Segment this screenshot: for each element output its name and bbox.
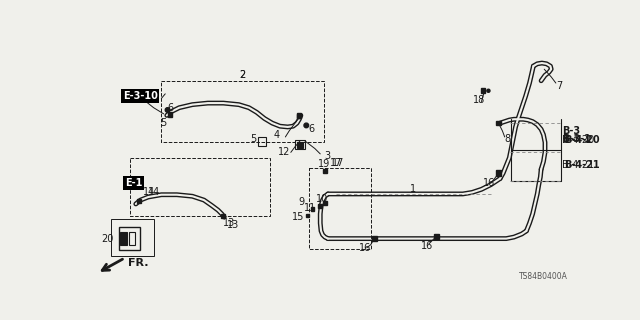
Text: 1: 1 [410,184,416,194]
Text: 4: 4 [274,131,280,140]
Bar [161,81,324,142]
Bar [131,158,270,215]
Text: 16: 16 [359,243,371,253]
Text: 11: 11 [304,203,316,213]
Text: 9: 9 [299,196,305,207]
Text: 18: 18 [473,95,485,105]
Text: 16: 16 [483,178,495,188]
Text: 5: 5 [161,118,167,128]
Bar [372,236,377,241]
Bar [496,171,501,176]
Text: 8: 8 [505,133,511,143]
Bar [496,121,501,125]
Bar [296,114,301,118]
Text: E-3-10: E-3-10 [123,91,157,101]
Text: 17: 17 [332,158,344,168]
Text: 15: 15 [292,212,305,222]
Circle shape [165,108,170,112]
Bar [307,214,309,217]
Text: 12: 12 [278,147,291,157]
Text: 13: 13 [227,220,239,230]
Text: 20: 20 [102,234,114,244]
Text: TS84B0400A: TS84B0400A [520,272,568,281]
Bar [168,112,172,117]
Text: 6: 6 [167,103,173,114]
Text: 14: 14 [147,188,160,197]
Text: 17: 17 [330,158,342,168]
Bar [111,219,154,256]
Text: 2: 2 [239,70,246,80]
Bar [323,201,327,205]
Bar [221,214,225,218]
Text: 19: 19 [318,159,330,169]
Bar [120,232,127,245]
Bar [297,141,303,148]
Circle shape [487,89,490,92]
Text: B-4-20: B-4-20 [562,135,595,145]
Bar [129,232,135,245]
Text: FR.: FR. [128,258,148,268]
Text: 6: 6 [308,124,315,134]
Text: B-4-21: B-4-21 [564,160,600,171]
Bar [259,137,266,146]
Bar [296,140,305,149]
Bar [119,227,140,250]
Bar [298,113,301,118]
Text: 2: 2 [239,70,246,80]
Text: B-3-1: B-3-1 [562,133,591,143]
Text: 7: 7 [557,81,563,91]
Text: 3: 3 [324,151,330,161]
Text: 14: 14 [143,188,155,197]
Bar [318,204,322,208]
Text: B-4-20: B-4-20 [564,135,600,145]
Bar [308,168,371,249]
Bar [481,88,485,93]
Text: 5: 5 [250,133,257,143]
Text: 13: 13 [223,218,236,228]
Text: B-4-21: B-4-21 [562,160,595,171]
Bar [137,199,141,203]
Bar [323,169,327,173]
Bar [434,234,439,239]
Text: 16: 16 [421,241,433,251]
Text: B-3: B-3 [562,126,580,136]
Bar [310,207,314,211]
Text: 10: 10 [316,194,328,204]
Text: E-1: E-1 [125,178,142,188]
Circle shape [304,123,308,128]
